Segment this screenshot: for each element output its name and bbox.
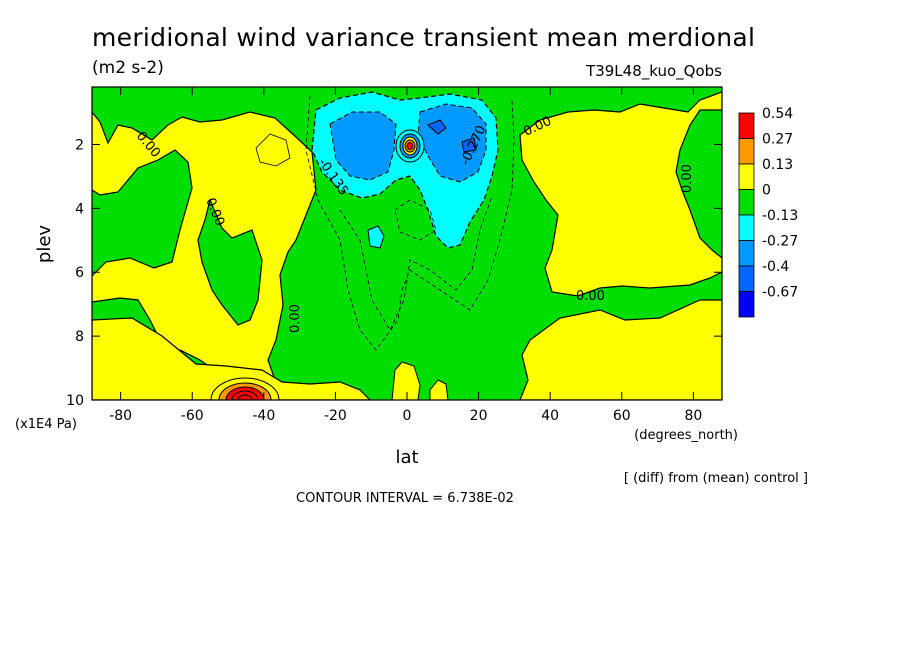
x-tick-label: 40: [541, 408, 559, 424]
field-darkblue-2: [461, 137, 477, 153]
center-cluster: [395, 129, 425, 163]
field-yellow-right: [519, 91, 722, 297]
colorbar-swatch: [738, 265, 755, 292]
colorbar-label: 0.54: [762, 106, 793, 122]
y-axis-units: (x1E4 Pa): [15, 417, 77, 432]
field-yellow-spot-1: [391, 361, 421, 400]
chart-units: (m2 s-2): [92, 58, 164, 78]
y-tick-label: 2: [75, 137, 84, 153]
x-tick-label: -20: [324, 408, 347, 424]
contour-field: [92, 87, 722, 400]
y-tick-label: 10: [66, 393, 84, 409]
contour-label: 0.00: [680, 164, 695, 193]
field-yellow-spot-2: [429, 379, 449, 400]
colorbar-swatch: [738, 138, 755, 165]
x-tick-label: -80: [109, 408, 132, 424]
field-blue-left: [329, 111, 397, 181]
colorbar-swatch: [738, 291, 755, 318]
colorbar-swatch: [738, 240, 755, 267]
x-tick-label: -40: [252, 408, 275, 424]
colorbar-label: -0.13: [762, 208, 798, 224]
colorbar-swatch: [738, 189, 755, 216]
dashed-contours: [305, 95, 515, 351]
colorbar-label: -0.67: [762, 285, 798, 301]
x-tick-label: 0: [403, 408, 412, 424]
x-tick-label: 60: [613, 408, 631, 424]
x-axis-units: (degrees_north): [634, 428, 738, 443]
x-axis-title: lat: [395, 447, 418, 468]
x-axis-ticks: -80 -60 -40 -20 0 20 40 60 80: [109, 87, 702, 424]
contour-thin-1: [255, 133, 291, 167]
y-tick-label: 6: [75, 265, 84, 281]
field-green-wedge-right: [675, 109, 722, 259]
colorbar-label: 0: [762, 183, 771, 199]
footnote: [ (diff) from (mean) control ]: [624, 471, 808, 486]
bottom-hotspot: [210, 377, 280, 400]
field-yellow-bottom-left: [92, 317, 371, 400]
contour-label: 0.00: [576, 289, 605, 304]
y-tick-label: 8: [75, 329, 84, 345]
colorbar-swatch: [738, 112, 755, 139]
colorbar-swatch: [738, 214, 755, 241]
chart-title: meridional wind variance transient mean …: [92, 23, 755, 52]
y-axis-title: plev: [34, 225, 55, 264]
colorbar-label: -0.27: [762, 234, 798, 250]
colorbar-swatch: [738, 163, 755, 190]
colorbar-label: 0.13: [762, 157, 793, 173]
colorbar-label: 0.27: [762, 132, 793, 148]
y-tick-label: 4: [75, 201, 84, 217]
run-name: T39L48_kuo_Qobs: [585, 62, 722, 81]
contour-interval: CONTOUR INTERVAL = 6.738E-02: [296, 491, 514, 506]
field-yellow-bottom-right: [519, 299, 722, 400]
colorbar-label: -0.4: [762, 259, 789, 275]
x-tick-label: 20: [470, 408, 488, 424]
colorbar: 0.54 0.27 0.13 0 -0.13 -0.27 -0.4 -0.67: [738, 106, 798, 318]
field-cyan-blob: [367, 225, 385, 249]
x-tick-label: -60: [181, 408, 204, 424]
contour-label: 0.00: [288, 304, 303, 333]
field-green-notch: [197, 198, 263, 326]
y-axis-ticks: 2 4 6 8 10: [66, 137, 722, 409]
field-darkblue: [427, 119, 447, 135]
x-tick-label: 80: [684, 408, 702, 424]
